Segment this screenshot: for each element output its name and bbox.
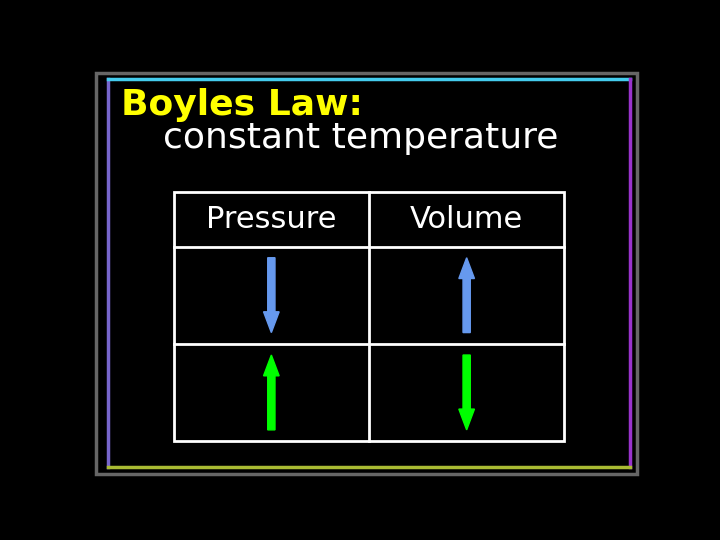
FancyArrow shape (264, 355, 279, 430)
FancyArrow shape (459, 258, 474, 333)
Text: Boyles Law:: Boyles Law: (121, 87, 363, 122)
Text: Volume: Volume (410, 205, 523, 234)
Bar (174, 192, 564, 441)
FancyArrow shape (459, 355, 474, 430)
FancyArrow shape (264, 258, 279, 333)
Text: Pressure: Pressure (206, 205, 336, 234)
Text: constant temperature: constant temperature (163, 121, 558, 155)
